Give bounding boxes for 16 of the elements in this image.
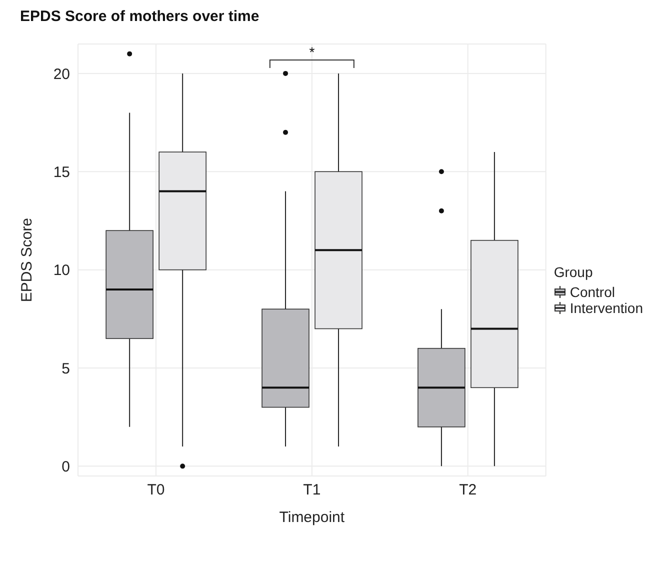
y-tick-label: 10 xyxy=(53,262,70,280)
x-tick-label: T1 xyxy=(303,482,321,499)
y-tick-label: 5 xyxy=(62,360,70,378)
legend-label: Control xyxy=(570,284,615,300)
legend-title: Group xyxy=(554,264,594,280)
x-axis-title: Timepoint xyxy=(279,509,346,526)
x-tick-label: T0 xyxy=(147,482,165,499)
significance-bracket: * xyxy=(269,44,354,68)
y-tick-label: 20 xyxy=(53,66,70,83)
chart-title: EPDS Score of mothers over time xyxy=(19,8,260,27)
x-tick-label: T2 xyxy=(459,482,477,499)
annotation: * xyxy=(309,44,316,60)
legend-label: Intervention xyxy=(570,300,643,316)
y-axis-title: EPDS Score xyxy=(18,218,36,302)
y-tick-label: 0 xyxy=(62,458,70,476)
y-tick-label: 15 xyxy=(53,164,70,181)
